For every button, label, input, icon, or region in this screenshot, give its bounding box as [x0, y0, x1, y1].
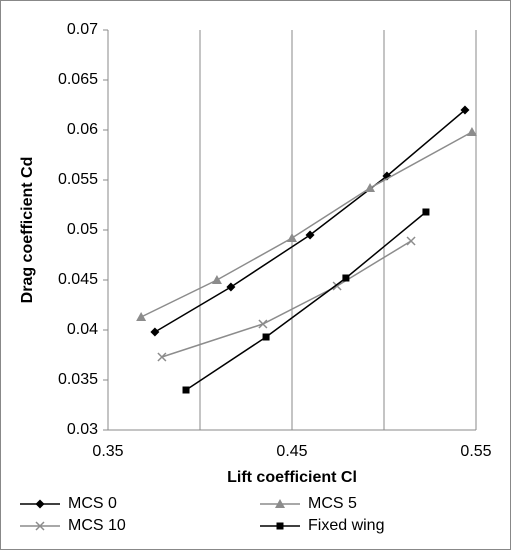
y-tick-label: 0.055: [58, 171, 98, 188]
x-tick-label: 0.35: [92, 443, 123, 460]
legend-label: Fixed wing: [308, 517, 384, 534]
marker: [466, 127, 477, 136]
y-tick-label: 0.06: [67, 121, 98, 138]
marker: [406, 236, 416, 246]
y-tick-label: 0.04: [67, 321, 98, 338]
legend-label: MCS 0: [68, 495, 117, 512]
marker: [342, 274, 350, 282]
series-line: [185, 211, 427, 391]
y-tick-label: 0.045: [58, 271, 98, 288]
y-tick-label: 0.065: [58, 71, 98, 88]
marker: [365, 183, 376, 192]
x-axis-title: Lift coefficient Cl: [227, 469, 357, 486]
marker: [262, 333, 270, 341]
x-tick-label: 0.55: [460, 443, 491, 460]
marker: [211, 275, 222, 284]
marker: [226, 282, 236, 292]
marker: [275, 499, 285, 508]
marker: [136, 312, 147, 321]
y-axis-title: Drag coefficient Cd: [19, 157, 36, 304]
marker: [182, 386, 190, 394]
marker: [157, 352, 167, 362]
y-tick-label: 0.03: [67, 421, 98, 438]
y-tick-label: 0.035: [58, 371, 98, 388]
marker: [305, 230, 315, 240]
marker: [422, 208, 430, 216]
x-tick-label: 0.45: [276, 443, 307, 460]
marker: [35, 499, 45, 509]
marker: [276, 522, 284, 530]
y-tick-label: 0.07: [67, 21, 98, 38]
marker: [150, 327, 160, 337]
legend-label: MCS 5: [308, 495, 357, 512]
marker: [460, 105, 470, 115]
legend-label: MCS 10: [68, 517, 126, 534]
y-tick-label: 0.05: [67, 221, 98, 238]
marker: [287, 233, 297, 242]
marker: [35, 521, 45, 531]
series-line: [161, 240, 412, 358]
marker: [258, 319, 268, 329]
